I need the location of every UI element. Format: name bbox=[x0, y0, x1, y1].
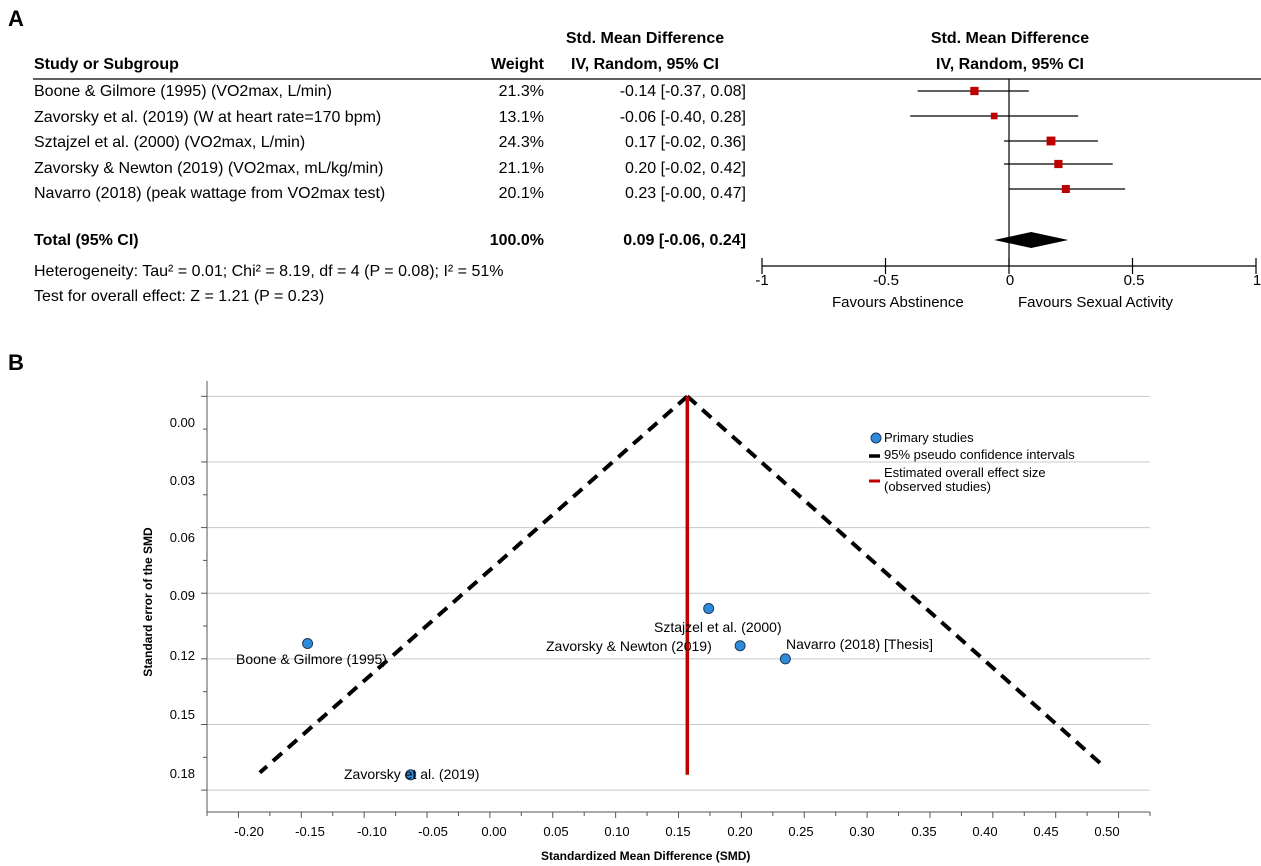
smd-column-subtitle: IV, Random, 95% CI bbox=[571, 56, 719, 73]
total-ci: 0.09 [-0.06, 0.24] bbox=[623, 232, 746, 249]
funnel-x-tick: 0.50 bbox=[1094, 824, 1120, 839]
overall-effect-test: Test for overall effect: Z = 1.21 (P = 0… bbox=[34, 288, 325, 305]
total-label: Total (95% CI) bbox=[34, 232, 139, 249]
funnel-x-tick: -0.15 bbox=[295, 824, 325, 839]
effect-square bbox=[1054, 159, 1063, 169]
study-name: Boone & Gilmore (1995) (VO2max, L/min) bbox=[34, 83, 332, 100]
panel-b-letter: B bbox=[8, 350, 24, 375]
study-column-header: Study or Subgroup bbox=[34, 56, 179, 73]
study-ci: 0.20 [-0.02, 0.42] bbox=[625, 160, 746, 177]
forest-x-tick: 0 bbox=[1005, 272, 1015, 289]
heterogeneity-text: Heterogeneity: Tau² = 0.01; Chi² = 8.19,… bbox=[34, 263, 504, 280]
legend-pseudo-ci: 95% pseudo confidence intervals bbox=[884, 447, 1075, 462]
funnel-x-axis-title: Standardized Mean Difference (SMD) bbox=[541, 849, 751, 863]
funnel-y-tick: 0.03 bbox=[169, 473, 195, 488]
study-weight: 13.1% bbox=[498, 109, 544, 126]
pooled-diamond bbox=[994, 232, 1069, 248]
study-name: Zavorsky et al. (2019) (W at heart rate=… bbox=[34, 109, 382, 126]
study-point bbox=[734, 640, 746, 652]
funnel-x-tick: 0.35 bbox=[911, 824, 937, 839]
study-ci: -0.06 [-0.40, 0.28] bbox=[619, 109, 746, 126]
pseudo-ci-right-line bbox=[685, 394, 1105, 768]
forest-plot-subtitle: IV, Random, 95% CI bbox=[936, 56, 1084, 73]
forest-x-tick: -1 bbox=[755, 272, 769, 289]
funnel-x-tick: 0.40 bbox=[972, 824, 998, 839]
effect-square bbox=[970, 86, 979, 96]
study-ci: 0.23 [-0.00, 0.47] bbox=[625, 185, 746, 202]
study-weight: 21.1% bbox=[498, 160, 544, 177]
point-label: Boone & Gilmore (1995) bbox=[236, 651, 387, 667]
funnel-y-tick: 0.06 bbox=[169, 530, 195, 545]
funnel-y-tick: 0.09 bbox=[169, 588, 195, 603]
funnel-y-tick: 0.15 bbox=[169, 707, 195, 722]
effect-square bbox=[1061, 184, 1070, 194]
funnel-x-tick: -0.20 bbox=[234, 824, 264, 839]
study-weight: 24.3% bbox=[498, 134, 544, 151]
forest-x-tick: -0.5 bbox=[873, 272, 899, 289]
total-weight: 100.0% bbox=[489, 232, 544, 249]
study-ci: -0.14 [-0.37, 0.08] bbox=[619, 83, 746, 100]
study-name: Sztajzel et al. (2000) (VO2max, L/min) bbox=[34, 134, 306, 151]
funnel-x-tick: 0.15 bbox=[665, 824, 691, 839]
funnel-y-tick: 0.00 bbox=[169, 415, 195, 430]
study-point bbox=[302, 638, 314, 650]
funnel-y-tick: 0.12 bbox=[169, 648, 195, 663]
legend-overall-effect-sub: (observed studies) bbox=[884, 479, 991, 494]
study-weight: 20.1% bbox=[498, 185, 544, 202]
weight-column-header: Weight bbox=[490, 56, 544, 73]
funnel-x-tick: 0.10 bbox=[604, 824, 630, 839]
effect-square bbox=[990, 112, 998, 120]
study-point bbox=[405, 769, 417, 781]
legend-overall-effect: Estimated overall effect size bbox=[884, 465, 1046, 480]
effect-square bbox=[1046, 136, 1056, 146]
study-point bbox=[703, 603, 715, 615]
point-label: Navarro (2018) [Thesis] bbox=[786, 636, 934, 652]
funnel-x-tick: 0.45 bbox=[1033, 824, 1059, 839]
study-point bbox=[779, 653, 791, 665]
study-name: Zavorsky & Newton (2019) (VO2max, mL/kg/… bbox=[34, 160, 384, 177]
favours-left-label: Favours Abstinence bbox=[832, 294, 964, 311]
legend-primary-studies: Primary studies bbox=[884, 430, 974, 445]
forest-plot-title: Std. Mean Difference bbox=[930, 30, 1090, 47]
point-label: Zavorsky & Newton (2019) bbox=[546, 638, 712, 654]
funnel-y-tick: 0.18 bbox=[169, 766, 195, 781]
point-label: Sztajzel et al. (2000) bbox=[654, 619, 782, 635]
pseudo-ci-left-line bbox=[258, 394, 689, 775]
funnel-x-tick: -0.10 bbox=[357, 824, 387, 839]
study-ci: 0.17 [-0.02, 0.36] bbox=[625, 134, 746, 151]
point-label: Zavorsky et al. (2019) bbox=[344, 766, 480, 782]
forest-x-tick: 0.5 bbox=[1123, 272, 1145, 289]
panel-a-letter: A bbox=[8, 6, 24, 31]
funnel-x-tick: -0.05 bbox=[418, 824, 448, 839]
funnel-x-tick: 0.05 bbox=[543, 824, 569, 839]
funnel-x-tick: 0.30 bbox=[849, 824, 875, 839]
smd-column-title: Std. Mean Difference bbox=[565, 30, 725, 47]
funnel-x-tick: 0.00 bbox=[481, 824, 507, 839]
funnel-x-tick: 0.25 bbox=[788, 824, 814, 839]
forest-plot bbox=[33, 78, 1261, 274]
study-name: Navarro (2018) (peak wattage from VO2max… bbox=[34, 185, 386, 202]
funnel-y-axis-title: Standard error of the SMD bbox=[141, 527, 155, 677]
favours-right-label: Favours Sexual Activity bbox=[1018, 294, 1174, 311]
study-weight: 21.3% bbox=[498, 83, 544, 100]
forest-x-tick: 1 bbox=[1252, 272, 1261, 289]
legend-point-marker bbox=[870, 432, 882, 444]
funnel-x-tick: 0.20 bbox=[727, 824, 753, 839]
